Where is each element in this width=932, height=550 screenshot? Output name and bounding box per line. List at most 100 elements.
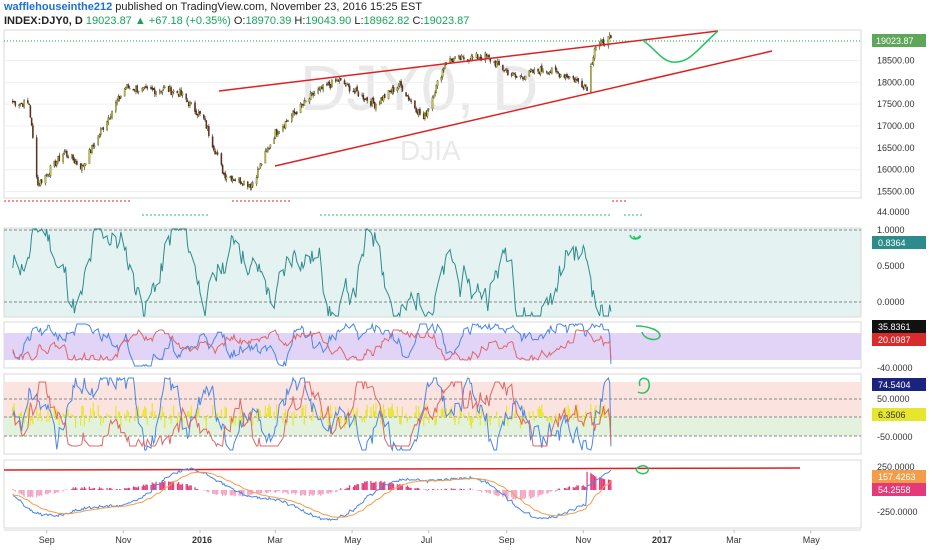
rsi-hist-bar <box>117 412 119 417</box>
upper-trendline[interactable] <box>218 30 719 92</box>
candle-body <box>453 58 455 62</box>
candle-body <box>593 48 596 59</box>
candle-body <box>556 70 558 73</box>
macd-hist-bar <box>111 489 113 490</box>
candle-body <box>502 65 504 70</box>
macd-hist-bar <box>238 490 240 496</box>
candle-body <box>155 91 157 95</box>
candle-body <box>600 39 602 45</box>
macd-hist-bar <box>414 488 416 490</box>
macd-hist-bar <box>463 488 465 490</box>
lower-trendline[interactable] <box>274 50 773 167</box>
macd-scribble[interactable] <box>635 465 649 475</box>
rsi-hist-bar <box>82 405 84 417</box>
rsi-hist-bar <box>382 404 385 417</box>
rsi-hist-bar <box>563 412 566 417</box>
rsi-hist-bar <box>468 411 470 417</box>
macd-hist-bar <box>405 486 407 490</box>
macd-hist-bar <box>179 484 181 490</box>
stoch-scribble[interactable] <box>635 325 661 341</box>
macd-hist-bar <box>88 486 91 490</box>
rsi-hist-bar <box>267 407 269 417</box>
macd-hist-bar <box>188 486 190 490</box>
rsi-hist-bar <box>572 417 574 420</box>
rsi-hist-bar <box>331 414 333 417</box>
rsi-hist-bar <box>513 413 515 417</box>
candle-body <box>432 96 435 99</box>
candle-body <box>215 153 218 155</box>
rsi-hist-bar <box>308 414 310 417</box>
candle-body <box>383 94 386 99</box>
rsi-scribble[interactable] <box>637 377 650 394</box>
author-link[interactable]: wafflehouseinthe212 <box>4 1 113 13</box>
rsi-hist-bar <box>264 405 266 417</box>
candle-body <box>407 96 410 100</box>
rsi-hist-bar <box>269 406 271 417</box>
symbol-label[interactable]: INDEX:DJY0, D <box>4 15 83 27</box>
macd-hist-bar <box>308 490 310 497</box>
rsi-hist-bar <box>239 409 241 417</box>
macd-hist-bar <box>223 490 225 495</box>
macd-hist-bar <box>196 488 199 490</box>
rsi-hist-bar <box>582 415 584 417</box>
rsi-hist-bar <box>410 416 412 417</box>
rsi-hist-bar <box>71 413 73 417</box>
cci-tick-0: 44.0000 <box>877 207 910 217</box>
candle-body <box>115 102 117 112</box>
rsi-hist-bar <box>145 407 147 417</box>
macd-hist-bar <box>38 490 40 497</box>
macd-hist-bar <box>124 488 126 490</box>
rsi-hist-bar <box>88 417 91 423</box>
rsi-hist-bar <box>47 411 49 417</box>
rsi-hist-bar <box>416 417 419 421</box>
macd-hist-bar <box>312 490 314 496</box>
rsi-hist-bar <box>371 415 373 417</box>
rsi-hist-bar <box>92 402 94 417</box>
x-tick-label: May <box>344 535 362 545</box>
macd-hist-bar <box>214 490 216 495</box>
projection-scribble[interactable] <box>641 30 719 63</box>
rsi-hist-bar <box>18 414 20 417</box>
rsi-hist-bar <box>547 417 549 422</box>
macd-hist-bar <box>82 488 84 490</box>
low-value: 18962.82 <box>363 15 410 27</box>
candle-body <box>27 100 29 104</box>
macd-hist-bar <box>98 487 101 490</box>
macd-hist-bar <box>135 487 137 490</box>
rsi-hist-bar <box>119 411 121 417</box>
candle-body <box>199 111 201 114</box>
candle-body <box>278 131 280 134</box>
macd-hist-bar <box>426 490 429 492</box>
rsi-hist-bar <box>100 417 102 426</box>
rsi-hist-bar <box>268 404 270 417</box>
publish-info: published on TradingView.com, November 2… <box>112 1 423 13</box>
rsi-hist-bar <box>258 409 260 417</box>
macd-resistance-line[interactable] <box>3 467 801 471</box>
candle-body <box>146 86 149 89</box>
macd-hist-bar <box>335 490 337 493</box>
rsi-hist-bar <box>161 406 163 417</box>
macd-hist-bar <box>494 490 496 496</box>
candle-body <box>133 89 136 92</box>
rsi-hist-bar <box>372 404 375 417</box>
rsi-hist-bar <box>321 417 323 418</box>
candle-body <box>387 90 390 99</box>
candle-body <box>372 97 375 104</box>
candles <box>12 32 612 191</box>
rsi-hist-bar <box>463 413 465 417</box>
macd-hist-bar <box>453 488 455 490</box>
candle-body <box>539 66 542 75</box>
candle-body <box>258 168 260 170</box>
cci-scribble[interactable] <box>629 234 641 240</box>
rsi-hist-bar <box>594 408 596 417</box>
macd-hist-bar <box>106 487 108 490</box>
candle-body <box>559 73 562 77</box>
candle-body <box>285 120 288 122</box>
candle-body <box>608 34 611 38</box>
macd-hist-bar <box>602 478 604 490</box>
macd-hist-bar <box>551 490 553 492</box>
rsi-hist-bar <box>346 417 348 425</box>
macd-hist-bar <box>583 486 586 490</box>
rsi-hist-bar <box>514 409 517 417</box>
